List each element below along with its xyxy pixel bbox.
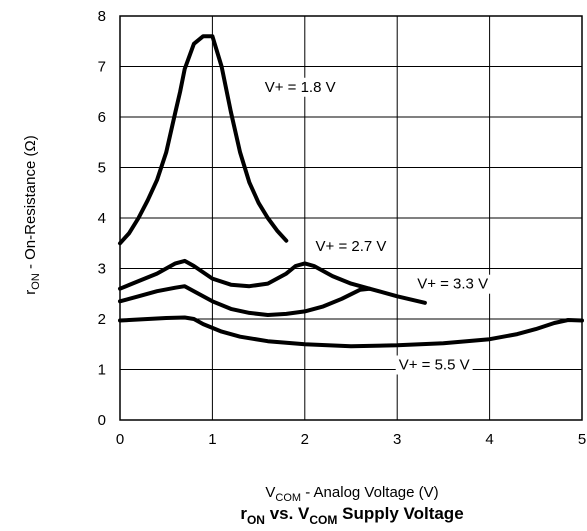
y-tick-label: 7 xyxy=(98,59,106,76)
x-tick-label: 0 xyxy=(116,431,124,448)
series-labels: V+ = 1.8 V V+ = 2.7 V V+ = 3.3 V V+ = 5.5 V xyxy=(261,77,492,375)
series-label-background xyxy=(312,236,390,256)
series-lines xyxy=(118,34,584,349)
x-tick-labels: 0 1 2 3 4 5 xyxy=(116,431,586,448)
plot-frame xyxy=(119,15,583,421)
x-tick-label: 5 xyxy=(578,431,586,448)
series-line-2 xyxy=(118,258,372,291)
y-tick-label: 2 xyxy=(98,311,106,328)
y-tick-label: 0 xyxy=(98,412,106,429)
y-tick-label: 3 xyxy=(98,261,106,278)
x-tick-label: 2 xyxy=(301,431,309,448)
x-axis-title: VCOM - Analog Voltage (V) xyxy=(265,484,438,504)
x-tick-label: 1 xyxy=(208,431,216,448)
series-label-background xyxy=(261,77,339,97)
series-line-3 xyxy=(118,284,427,317)
y-tick-label: 6 xyxy=(98,109,106,126)
y-tick-label: 4 xyxy=(98,210,106,227)
y-axis-title: rON - On-Resistance (Ω) xyxy=(22,135,42,294)
x-tick-label: 3 xyxy=(393,431,401,448)
series-label-1: V+ = 1.8 V xyxy=(265,79,336,96)
grid xyxy=(119,15,583,421)
series-label-background xyxy=(395,355,473,375)
y-tick-label: 5 xyxy=(98,160,106,177)
series-label-background xyxy=(414,274,492,294)
chart-title: rON vs. VCOM Supply Voltage xyxy=(240,504,463,527)
series-label-4: V+ = 5.5 V xyxy=(399,357,470,374)
series-line-4 xyxy=(118,315,584,349)
series-line-1 xyxy=(118,34,289,246)
x-tick-label: 4 xyxy=(485,431,493,448)
y-tick-labels: 0 1 2 3 4 5 6 7 8 xyxy=(98,8,106,429)
series-label-2: V+ = 2.7 V xyxy=(316,238,387,255)
series-label-3: V+ = 3.3 V xyxy=(417,276,488,293)
y-tick-label: 1 xyxy=(98,362,106,379)
y-tick-label: 8 xyxy=(98,8,106,25)
